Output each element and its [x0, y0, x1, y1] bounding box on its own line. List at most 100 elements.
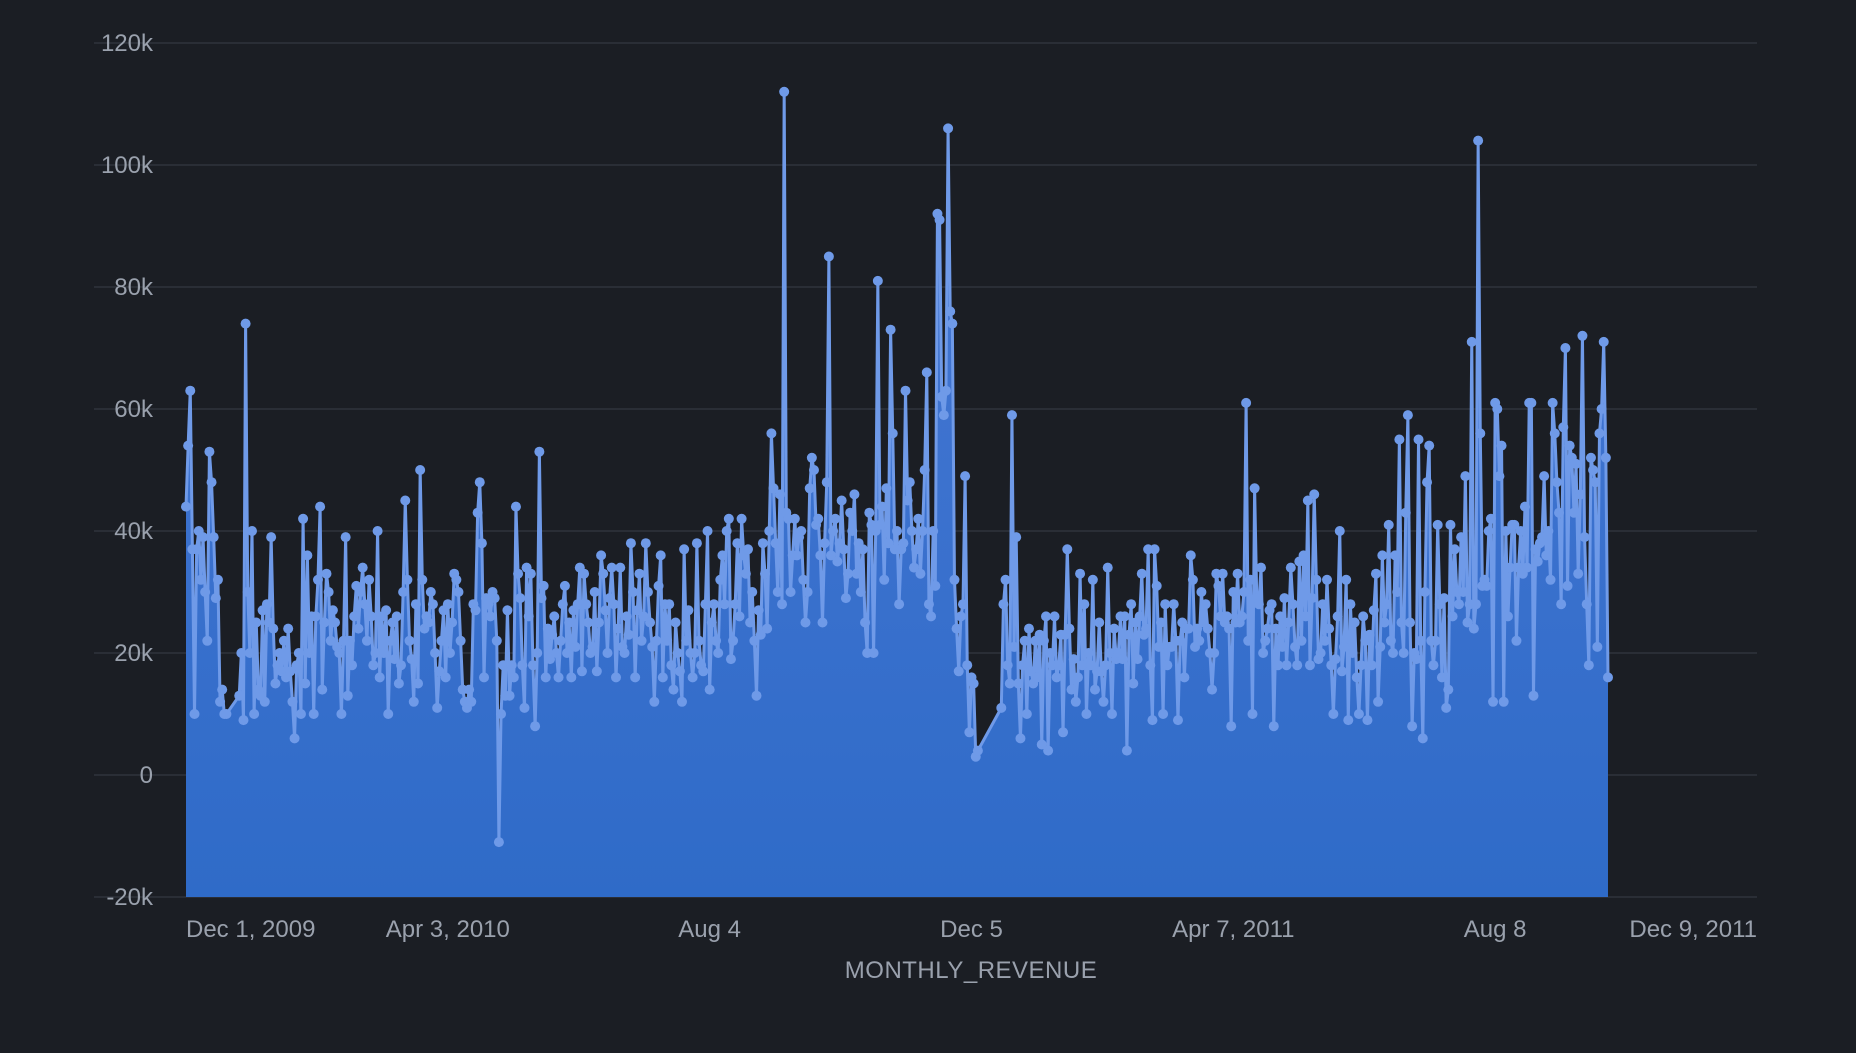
data-point[interactable] — [295, 709, 306, 719]
data-point[interactable] — [1158, 709, 1169, 719]
data-point[interactable] — [1062, 544, 1073, 555]
data-point[interactable] — [1126, 599, 1137, 610]
data-point[interactable] — [1079, 599, 1090, 610]
data-point[interactable] — [1445, 519, 1456, 530]
data-point[interactable] — [766, 428, 777, 439]
data-point[interactable] — [938, 410, 949, 421]
data-point[interactable] — [760, 568, 771, 579]
data-point[interactable] — [1153, 641, 1164, 652]
data-point[interactable] — [762, 623, 773, 634]
data-point[interactable] — [496, 709, 507, 719]
data-point[interactable] — [1162, 660, 1173, 671]
data-point[interactable] — [1168, 599, 1179, 610]
data-point[interactable] — [483, 599, 494, 610]
data-point[interactable] — [1128, 678, 1139, 689]
data-point[interactable] — [1015, 733, 1026, 744]
data-point[interactable] — [802, 587, 813, 597]
data-point[interactable] — [1428, 660, 1439, 671]
data-point[interactable] — [1526, 397, 1537, 408]
data-point[interactable] — [355, 587, 366, 597]
data-point[interactable] — [1277, 641, 1288, 652]
data-point[interactable] — [872, 275, 883, 286]
data-point[interactable] — [902, 495, 913, 506]
data-point[interactable] — [1238, 587, 1249, 597]
data-point[interactable] — [370, 648, 381, 658]
data-point[interactable] — [636, 635, 647, 646]
data-point[interactable] — [1017, 660, 1028, 671]
data-point[interactable] — [1592, 641, 1603, 652]
data-point[interactable] — [259, 696, 270, 707]
data-point[interactable] — [261, 599, 272, 610]
data-point[interactable] — [1509, 519, 1520, 530]
data-point[interactable] — [1373, 696, 1384, 707]
data-point[interactable] — [1424, 440, 1435, 451]
data-point[interactable] — [1179, 672, 1190, 683]
data-point[interactable] — [968, 678, 979, 689]
data-point[interactable] — [768, 483, 779, 494]
data-point[interactable] — [1192, 623, 1203, 634]
data-point[interactable] — [1049, 611, 1060, 622]
data-point[interactable] — [1296, 635, 1307, 646]
data-point[interactable] — [1145, 660, 1156, 671]
data-point[interactable] — [538, 580, 549, 591]
data-point[interactable] — [672, 648, 683, 658]
data-point[interactable] — [1270, 623, 1281, 634]
data-point[interactable] — [274, 648, 285, 658]
data-point[interactable] — [602, 648, 613, 658]
data-point[interactable] — [668, 684, 679, 695]
data-point[interactable] — [287, 696, 298, 707]
data-point[interactable] — [1505, 562, 1516, 573]
data-point[interactable] — [657, 672, 668, 683]
data-point[interactable] — [913, 513, 924, 524]
data-point[interactable] — [1107, 709, 1117, 719]
data-point[interactable] — [815, 550, 826, 561]
data-point[interactable] — [1124, 629, 1135, 640]
data-point[interactable] — [864, 507, 875, 518]
data-point[interactable] — [843, 568, 854, 579]
data-point[interactable] — [489, 593, 500, 604]
data-point[interactable] — [845, 507, 856, 518]
data-point[interactable] — [774, 489, 785, 500]
data-point[interactable] — [1547, 397, 1558, 408]
data-point[interactable] — [879, 574, 890, 585]
data-point[interactable] — [1207, 684, 1218, 695]
data-point[interactable] — [579, 568, 590, 579]
data-point[interactable] — [1075, 568, 1086, 579]
data-point[interactable] — [378, 648, 389, 658]
data-point[interactable] — [1089, 684, 1100, 695]
data-point[interactable] — [383, 709, 394, 719]
data-point[interactable] — [1256, 562, 1267, 573]
data-point[interactable] — [1528, 690, 1539, 701]
data-point[interactable] — [581, 599, 592, 610]
data-point[interactable] — [283, 623, 294, 634]
data-point[interactable] — [1358, 611, 1369, 622]
data-point[interactable] — [532, 648, 543, 658]
data-point[interactable] — [1304, 660, 1315, 671]
data-point[interactable] — [1522, 562, 1533, 573]
data-point[interactable] — [953, 666, 964, 677]
data-point[interactable] — [432, 702, 443, 713]
data-point[interactable] — [517, 660, 528, 671]
data-point[interactable] — [508, 672, 519, 683]
data-point[interactable] — [689, 648, 700, 658]
data-point[interactable] — [806, 452, 817, 463]
data-point[interactable] — [1415, 635, 1426, 646]
data-point[interactable] — [949, 574, 960, 585]
data-point[interactable] — [1072, 672, 1083, 683]
data-point[interactable] — [1266, 599, 1277, 610]
data-point[interactable] — [1545, 574, 1556, 585]
data-point[interactable] — [470, 605, 481, 616]
data-point[interactable] — [1417, 733, 1428, 744]
data-point[interactable] — [1413, 434, 1424, 445]
data-point[interactable] — [1004, 678, 1015, 689]
data-point[interactable] — [1151, 580, 1162, 591]
data-point[interactable] — [1343, 715, 1354, 726]
data-point[interactable] — [598, 568, 609, 579]
data-point[interactable] — [389, 654, 400, 665]
data-point[interactable] — [1332, 611, 1343, 622]
data-point[interactable] — [1221, 611, 1232, 622]
data-point[interactable] — [242, 587, 253, 597]
data-point[interactable] — [336, 709, 347, 719]
data-point[interactable] — [1339, 641, 1350, 652]
data-point[interactable] — [638, 611, 649, 622]
